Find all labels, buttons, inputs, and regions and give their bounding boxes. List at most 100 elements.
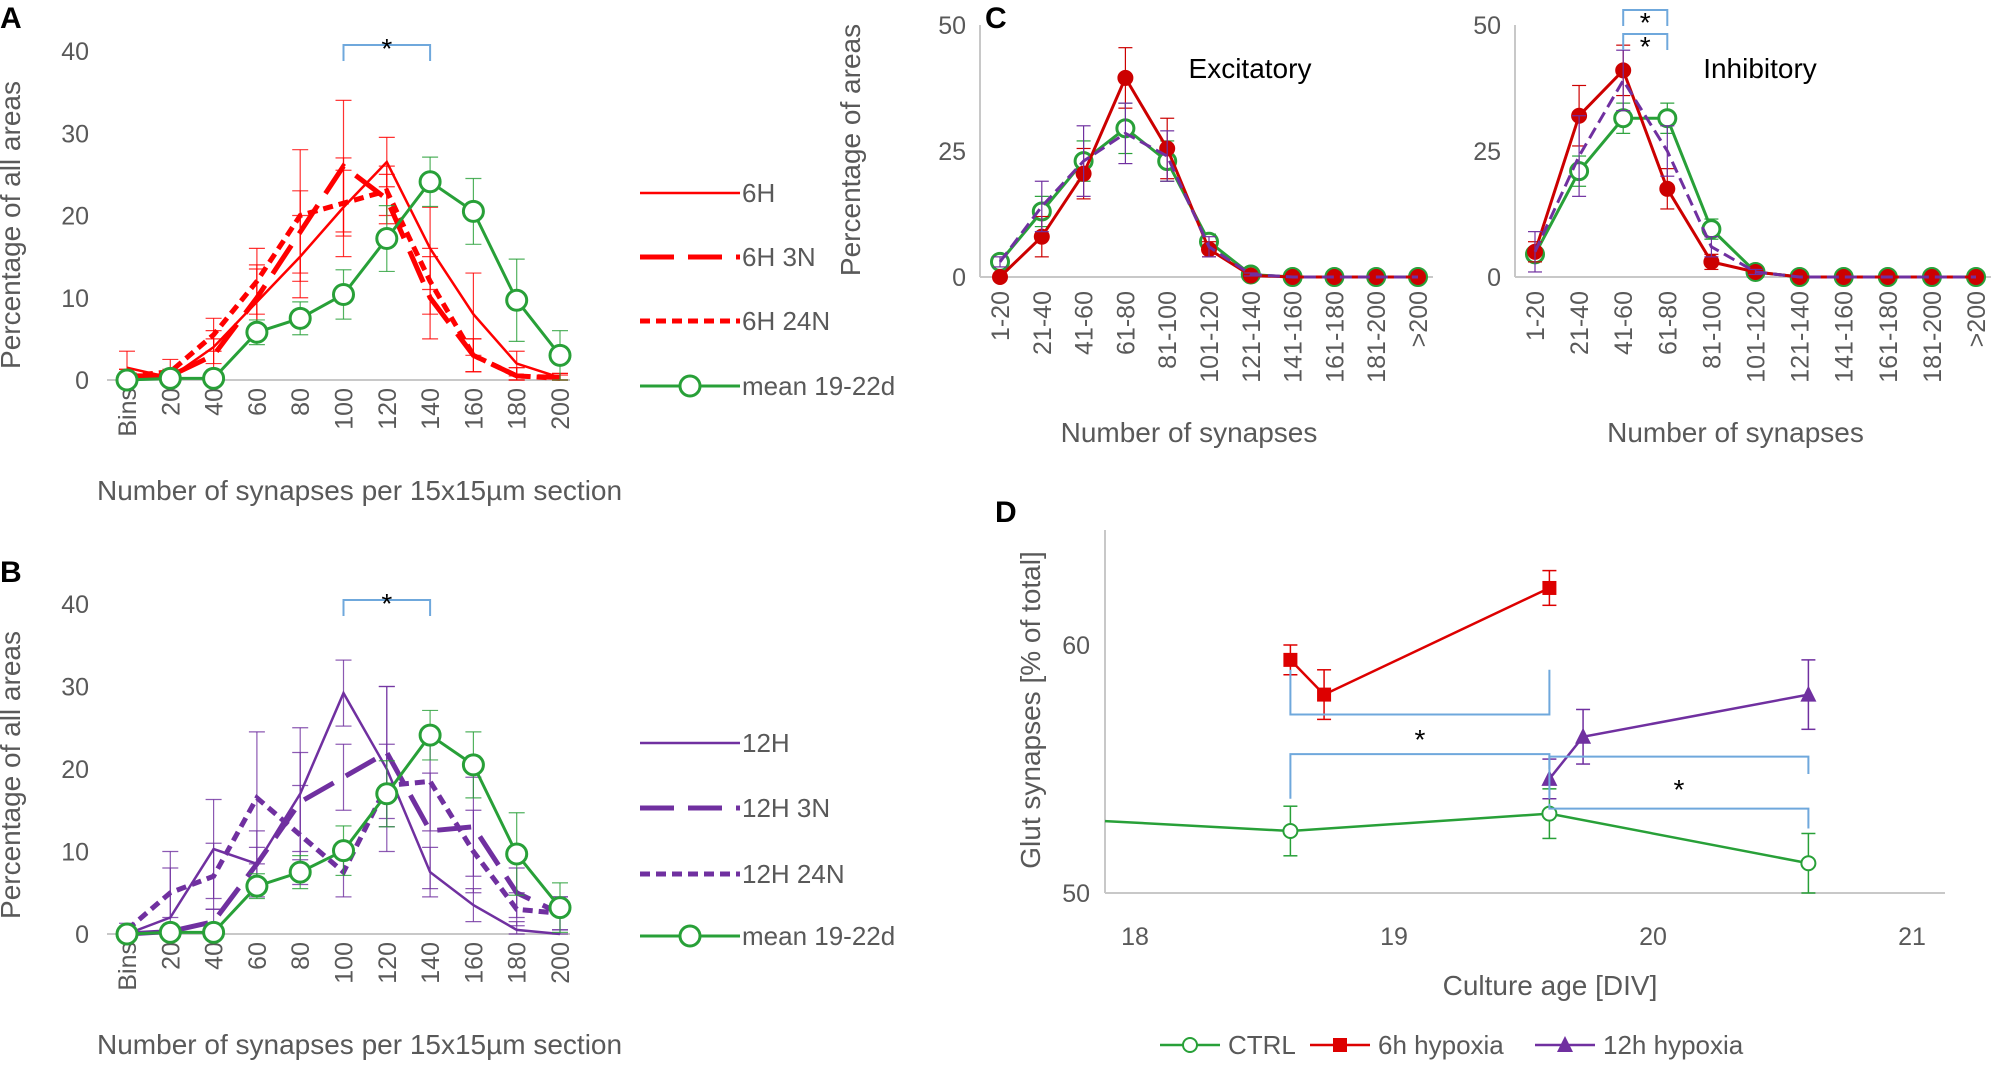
data-point	[1575, 727, 1592, 744]
x-tick-label: 21	[1898, 923, 1926, 951]
data-point	[1317, 687, 1332, 702]
series-6h-hypoxia	[1283, 569, 1557, 721]
data-point	[1283, 652, 1298, 667]
series-line	[1104, 812, 1809, 865]
x-tick-label: 180	[504, 388, 532, 430]
x-tick-label: 120	[374, 942, 402, 984]
data-point	[418, 170, 442, 194]
y-tick-label: 60	[1062, 632, 1090, 660]
data-point	[1613, 108, 1634, 129]
legend-marker	[678, 374, 702, 398]
series-mean-19-22d	[115, 156, 740, 398]
series-line	[1548, 693, 1809, 780]
significance-star: *	[1640, 7, 1651, 38]
series-12h-hypoxia	[1528, 49, 1976, 279]
x-axis-label: Culture age [DIV]	[1443, 970, 1658, 1001]
x-tick-label: 20	[157, 942, 185, 970]
x-tick-label: 101-120	[1743, 291, 1771, 383]
data-point	[1659, 180, 1676, 197]
x-tick-label: 20	[157, 388, 185, 416]
y-tick-label: 0	[1487, 264, 1501, 292]
significance-bracket	[1289, 753, 1551, 799]
data-point	[505, 842, 529, 866]
data-point	[158, 920, 182, 944]
series-mean-19-22d	[115, 709, 740, 948]
data-point	[548, 896, 572, 920]
x-tick-label: 19	[1380, 923, 1408, 951]
y-tick-label: 0	[75, 921, 89, 949]
series-line	[1533, 116, 1976, 279]
panel-letter-A: A	[0, 2, 22, 35]
x-tick-label: 20	[1639, 923, 1667, 951]
legend-marker	[1333, 1038, 1347, 1052]
y-tick-label: 20	[61, 203, 89, 231]
data-point	[1542, 580, 1557, 595]
significance-bracket	[1289, 669, 1551, 716]
x-tick-label: 200	[547, 942, 575, 984]
x-tick-label: 161-180	[1321, 291, 1349, 383]
x-tick-label: 41-60	[1610, 291, 1638, 355]
y-axis-label: Percentage of all areas	[0, 631, 26, 919]
x-tick-label: 1-20	[1522, 291, 1550, 341]
data-point	[505, 288, 529, 312]
data-point	[332, 282, 355, 306]
data-point	[548, 343, 572, 367]
x-tick-label: 140	[417, 388, 445, 430]
x-tick-label: 141-160	[1280, 291, 1308, 383]
y-axis-label: Percentage of all areas	[0, 81, 26, 369]
x-tick-label: 21-40	[1029, 291, 1057, 355]
significance-star: *	[1640, 31, 1651, 62]
data-point	[992, 269, 1008, 285]
data-point	[115, 368, 139, 392]
legend-label: CTRL	[1228, 1030, 1296, 1060]
x-tick-label: 40	[201, 388, 229, 416]
x-tick-label: 60	[244, 388, 272, 416]
x-tick-label: 80	[287, 942, 315, 970]
data-point	[1282, 823, 1299, 839]
legend-label: 6H	[742, 178, 775, 208]
x-tick-label: 100	[331, 388, 359, 430]
chart-title: Inhibitory	[1703, 53, 1817, 84]
panel-letter-B: B	[0, 556, 22, 589]
x-tick-label: 81-100	[1698, 291, 1726, 369]
series-line	[1533, 67, 1976, 279]
significance-bracket	[1548, 803, 1810, 829]
data-point	[288, 306, 312, 330]
data-point	[461, 753, 485, 777]
legend-marker	[1182, 1037, 1198, 1053]
y-tick-label: 50	[938, 12, 966, 40]
series-12h-hypoxia	[993, 102, 1418, 279]
x-tick-label: 18	[1121, 923, 1149, 951]
significance-bracket	[1622, 9, 1669, 26]
significance-bracket	[1548, 755, 1810, 774]
x-tick-label: 141-160	[1831, 291, 1859, 383]
data-point	[202, 920, 226, 944]
y-tick-label: 40	[61, 591, 89, 619]
y-tick-label: 50	[1062, 880, 1090, 908]
significance-bracket	[342, 44, 432, 61]
series-line	[126, 187, 561, 381]
x-axis-label: Number of synapses	[1607, 417, 1864, 448]
x-tick-label: 60	[244, 942, 272, 970]
significance-star: *	[1673, 774, 1684, 805]
x-axis-label: Number of synapses	[1061, 417, 1318, 448]
data-point	[418, 723, 442, 747]
x-tick-label: 80	[287, 388, 315, 416]
x-tick-label: 40	[201, 942, 229, 970]
data-point	[461, 199, 485, 223]
data-point	[375, 782, 399, 806]
y-tick-label: 40	[61, 38, 89, 66]
x-tick-label: >200	[1405, 291, 1433, 347]
data-point	[1800, 855, 1817, 872]
legend-label: 6h hypoxia	[1378, 1030, 1504, 1060]
y-tick-label: 0	[952, 264, 966, 292]
x-tick-label: Bins	[114, 942, 142, 991]
x-tick-label: 160	[460, 942, 488, 984]
legend-label: 12H 3N	[742, 793, 830, 823]
y-tick-label: 10	[61, 285, 89, 313]
chart-title: Excitatory	[1189, 53, 1312, 84]
x-tick-label: 160	[460, 388, 488, 430]
significance-star: *	[1414, 724, 1425, 755]
data-point	[1800, 685, 1817, 702]
